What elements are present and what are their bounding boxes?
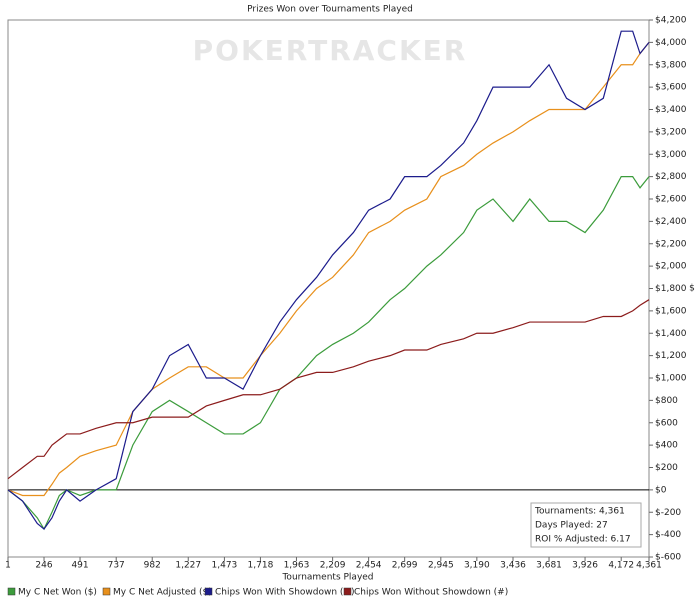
x-tick-label: 2,454	[356, 561, 382, 571]
x-tick-label: 491	[71, 561, 88, 571]
legend-swatch	[204, 587, 213, 596]
legend-label: My C Net Adjusted ($)	[113, 588, 212, 598]
series-line	[7, 176, 650, 531]
x-tick-label: 2,699	[392, 561, 418, 571]
y-tick-label: $1,400	[655, 329, 687, 339]
series-line	[7, 299, 650, 480]
x-tick-label: 246	[35, 561, 52, 571]
x-tick-label: 2,209	[320, 561, 346, 571]
y-tick-label: $3,200	[655, 127, 687, 137]
y-tick-label: $800	[655, 396, 678, 406]
x-tick-label: 1	[5, 561, 11, 571]
y-tick-label: $4,000	[655, 38, 687, 48]
x-tick-label: 737	[108, 561, 125, 571]
legend-label: Chips Won With Showdown (#)	[215, 588, 354, 598]
y-tick-label: $3,000	[655, 150, 687, 160]
x-tick-label: 3,926	[572, 561, 598, 571]
y-tick-label: $1,000	[655, 374, 687, 384]
x-tick-label: 982	[144, 561, 161, 571]
y-axis-label: $	[689, 284, 695, 294]
x-tick-label: 2,945	[428, 561, 454, 571]
info-text: ROI % Adjusted: 6.17	[535, 535, 631, 545]
legend-swatch	[102, 587, 111, 596]
x-tick-label: 1,227	[175, 561, 201, 571]
x-tick-label: 4,361	[636, 561, 662, 571]
y-tick-label: $200	[655, 463, 678, 473]
y-tick-label: $1,600	[655, 306, 687, 316]
y-tick-label: $0	[655, 485, 667, 495]
y-tick-label: $3,600	[655, 83, 687, 93]
series-line	[7, 30, 650, 530]
y-tick-label: $400	[655, 441, 678, 451]
y-tick-label: $-200	[655, 508, 681, 518]
x-tick-label: 1,473	[212, 561, 238, 571]
legend-label: My C Net Won ($)	[18, 588, 97, 598]
y-tick-label: $4,200	[655, 16, 687, 26]
chart-title: Prizes Won over Tournaments Played	[247, 5, 413, 15]
y-tick-label: $-600	[655, 553, 681, 563]
y-tick-label: $2,600	[655, 195, 687, 205]
info-text: Days Played: 27	[535, 521, 608, 531]
watermark: POKERTRACKER	[193, 34, 468, 67]
y-tick-label: $2,400	[655, 217, 687, 227]
y-tick-label: $1,800	[655, 284, 687, 294]
y-tick-label: $2,800	[655, 172, 687, 182]
x-axis-label: Tournaments Played	[281, 573, 373, 583]
series-line	[7, 41, 650, 497]
y-tick-label: $-400	[655, 530, 681, 540]
x-tick-label: 3,681	[536, 561, 562, 571]
x-tick-label: 3,436	[500, 561, 526, 571]
legend-swatch	[343, 587, 352, 596]
x-tick-label: 4,172	[608, 561, 634, 571]
x-tick-label: 1,963	[284, 561, 310, 571]
x-tick-label: 3,190	[464, 561, 490, 571]
y-tick-label: $600	[655, 418, 678, 428]
legend-label: Chips Won Without Showdown (#)	[354, 588, 508, 598]
y-tick-label: $2,200	[655, 239, 687, 249]
y-tick-label: $2,000	[655, 262, 687, 272]
y-tick-label: $3,800	[655, 60, 687, 70]
x-tick-label: 1,718	[248, 561, 274, 571]
info-box	[530, 502, 642, 548]
y-tick-label: $1,200	[655, 351, 687, 361]
info-text: Tournaments: 4,361	[534, 507, 625, 517]
legend-swatch	[7, 587, 16, 596]
y-tick-label: $3,400	[655, 105, 687, 115]
